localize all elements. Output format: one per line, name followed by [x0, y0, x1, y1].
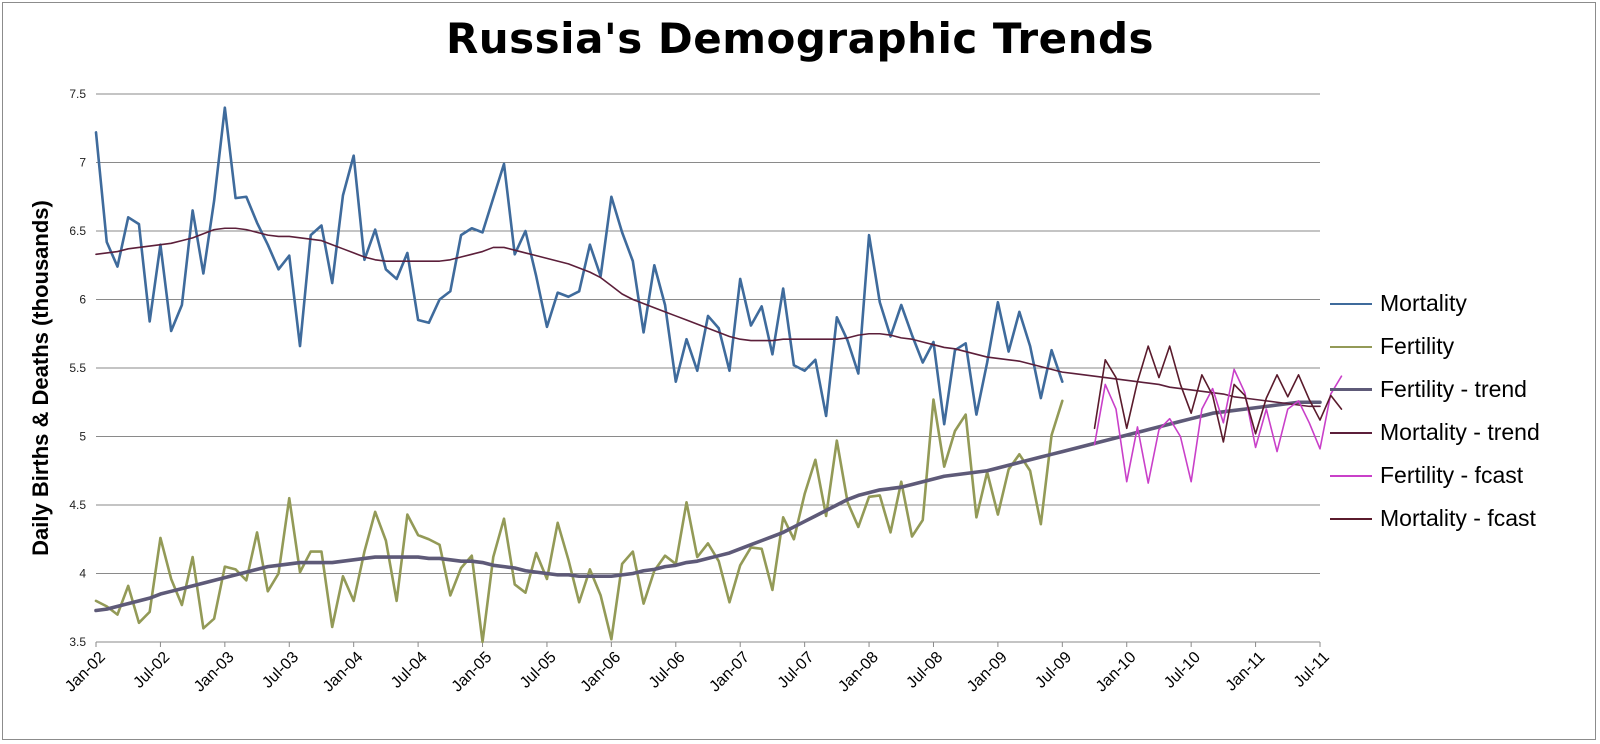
legend-label: Mortality [1380, 290, 1467, 316]
legend-swatch [1330, 517, 1372, 520]
chart-title: Russia's Demographic Trends [445, 14, 1155, 63]
x-tick-label: Jan-02 [62, 649, 109, 696]
legend-swatch [1330, 431, 1372, 434]
y-tick-label: 7 [79, 156, 86, 170]
series-line-mortality [94, 106, 1064, 426]
legend-item: Fertility - trend [1330, 368, 1590, 411]
x-tick-label: Jul-04 [388, 649, 431, 692]
legend-label: Fertility - trend [1380, 376, 1527, 402]
y-tick-label: 3.5 [69, 635, 86, 649]
x-tick-label: Jul-08 [903, 649, 946, 692]
x-tick-label: Jul-09 [1032, 649, 1075, 692]
x-tick-label: Jul-10 [1161, 649, 1204, 692]
x-tick-label: Jul-06 [646, 649, 689, 692]
x-tick-label: Jul-03 [259, 649, 302, 692]
y-tick-label: 6.5 [69, 224, 86, 238]
legend-label: Fertility - fcast [1380, 462, 1524, 488]
x-tick-label: Jan-07 [706, 649, 753, 696]
y-tick-label: 5 [79, 430, 86, 444]
x-tick-label: Jan-05 [449, 649, 496, 696]
y-tick-label: 6 [79, 293, 86, 307]
x-tick-label: Jan-11 [1223, 649, 1269, 695]
legend-item: Fertility [1330, 325, 1590, 368]
legend-swatch [1330, 302, 1372, 305]
x-tick-label: Jul-07 [775, 649, 818, 692]
legend-label: Mortality - fcast [1380, 505, 1536, 531]
legend-label: Fertility [1380, 333, 1455, 359]
series-line-fertility-fcast [1093, 368, 1343, 484]
x-tick-label: Jan-06 [578, 649, 625, 696]
series-line-fertility-trend [94, 400, 1322, 613]
legend-label: Mortality - trend [1380, 419, 1540, 445]
chart-legend: Mortality Fertility Fertility - trend Morta… [1330, 282, 1590, 540]
y-tick-label: 5.5 [69, 361, 86, 375]
legend-swatch [1330, 345, 1372, 348]
series-line-fertility [94, 398, 1064, 644]
x-tick-label: Jan-08 [835, 649, 882, 696]
x-tick-label: Jul-02 [130, 649, 173, 692]
x-tick-label: Jul-05 [517, 649, 560, 692]
series-line-mortality-fcast [1093, 345, 1343, 443]
y-tick-label: 7.5 [69, 87, 86, 101]
x-tick-label: Jan-09 [964, 649, 1011, 696]
y-axis-title: Daily Births & Deaths (thousands) [28, 200, 53, 556]
y-tick-label: 4.5 [69, 498, 86, 512]
x-tick-label: Jan-10 [1093, 649, 1140, 696]
legend-swatch [1330, 388, 1372, 391]
x-tick-label: Jan-03 [191, 649, 238, 696]
legend-item: Mortality - trend [1330, 411, 1590, 454]
legend-item: Fertility - fcast [1330, 454, 1590, 497]
legend-item: Mortality [1330, 282, 1590, 325]
x-tick-label: Jul-11 [1291, 649, 1333, 691]
legend-item: Mortality - fcast [1330, 497, 1590, 540]
legend-swatch [1330, 474, 1372, 477]
y-tick-label: 4 [79, 567, 86, 581]
x-tick-label: Jan-04 [320, 649, 367, 696]
